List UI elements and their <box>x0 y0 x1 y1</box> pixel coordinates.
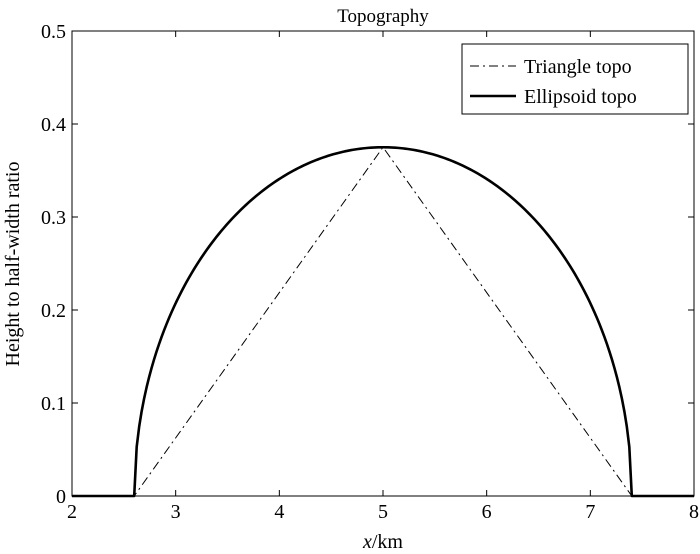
x-tick-label: 2 <box>67 501 77 523</box>
series-layer <box>72 145 694 498</box>
y-tick-label: 0 <box>56 486 66 508</box>
y-tick-label: 0.4 <box>41 114 66 136</box>
series-line-0 <box>72 146 694 497</box>
ticks-layer: 2 3 4 5 6 7 8 0 0.1 0.2 0.3 0.4 0.5 <box>41 21 699 523</box>
x-tick-label: 7 <box>585 501 595 523</box>
x-tick-label: 3 <box>171 501 181 523</box>
y-tick-label: 0.3 <box>41 207 66 229</box>
x-tick-label: 8 <box>689 501 699 523</box>
x-tick-label: 6 <box>482 501 492 523</box>
x-axis-label-variable: x <box>362 531 372 553</box>
x-tick-label: 5 <box>378 501 388 523</box>
series-line-1 <box>72 145 694 498</box>
legend-box <box>461 43 689 115</box>
y-tick-label: 0.5 <box>41 21 66 43</box>
x-axis-label-unit: /km <box>372 531 404 553</box>
legend-label-0: Triangle topo <box>524 56 632 78</box>
plot-area: 2 3 4 5 6 7 8 0 0.1 0.2 0.3 0.4 0.5 <box>41 21 699 523</box>
x-axis-label: x/km <box>362 531 403 553</box>
legend: Triangle topo Ellipsoid topo <box>461 43 689 115</box>
y-tick-label: 0.2 <box>41 300 66 322</box>
y-tick-label: 0.1 <box>41 393 66 415</box>
legend-label-1: Ellipsoid topo <box>524 86 637 108</box>
x-tick-label: 4 <box>274 501 284 523</box>
chart-title: Topography <box>337 6 429 27</box>
y-axis-label: Height to half-width ratio <box>2 162 24 367</box>
